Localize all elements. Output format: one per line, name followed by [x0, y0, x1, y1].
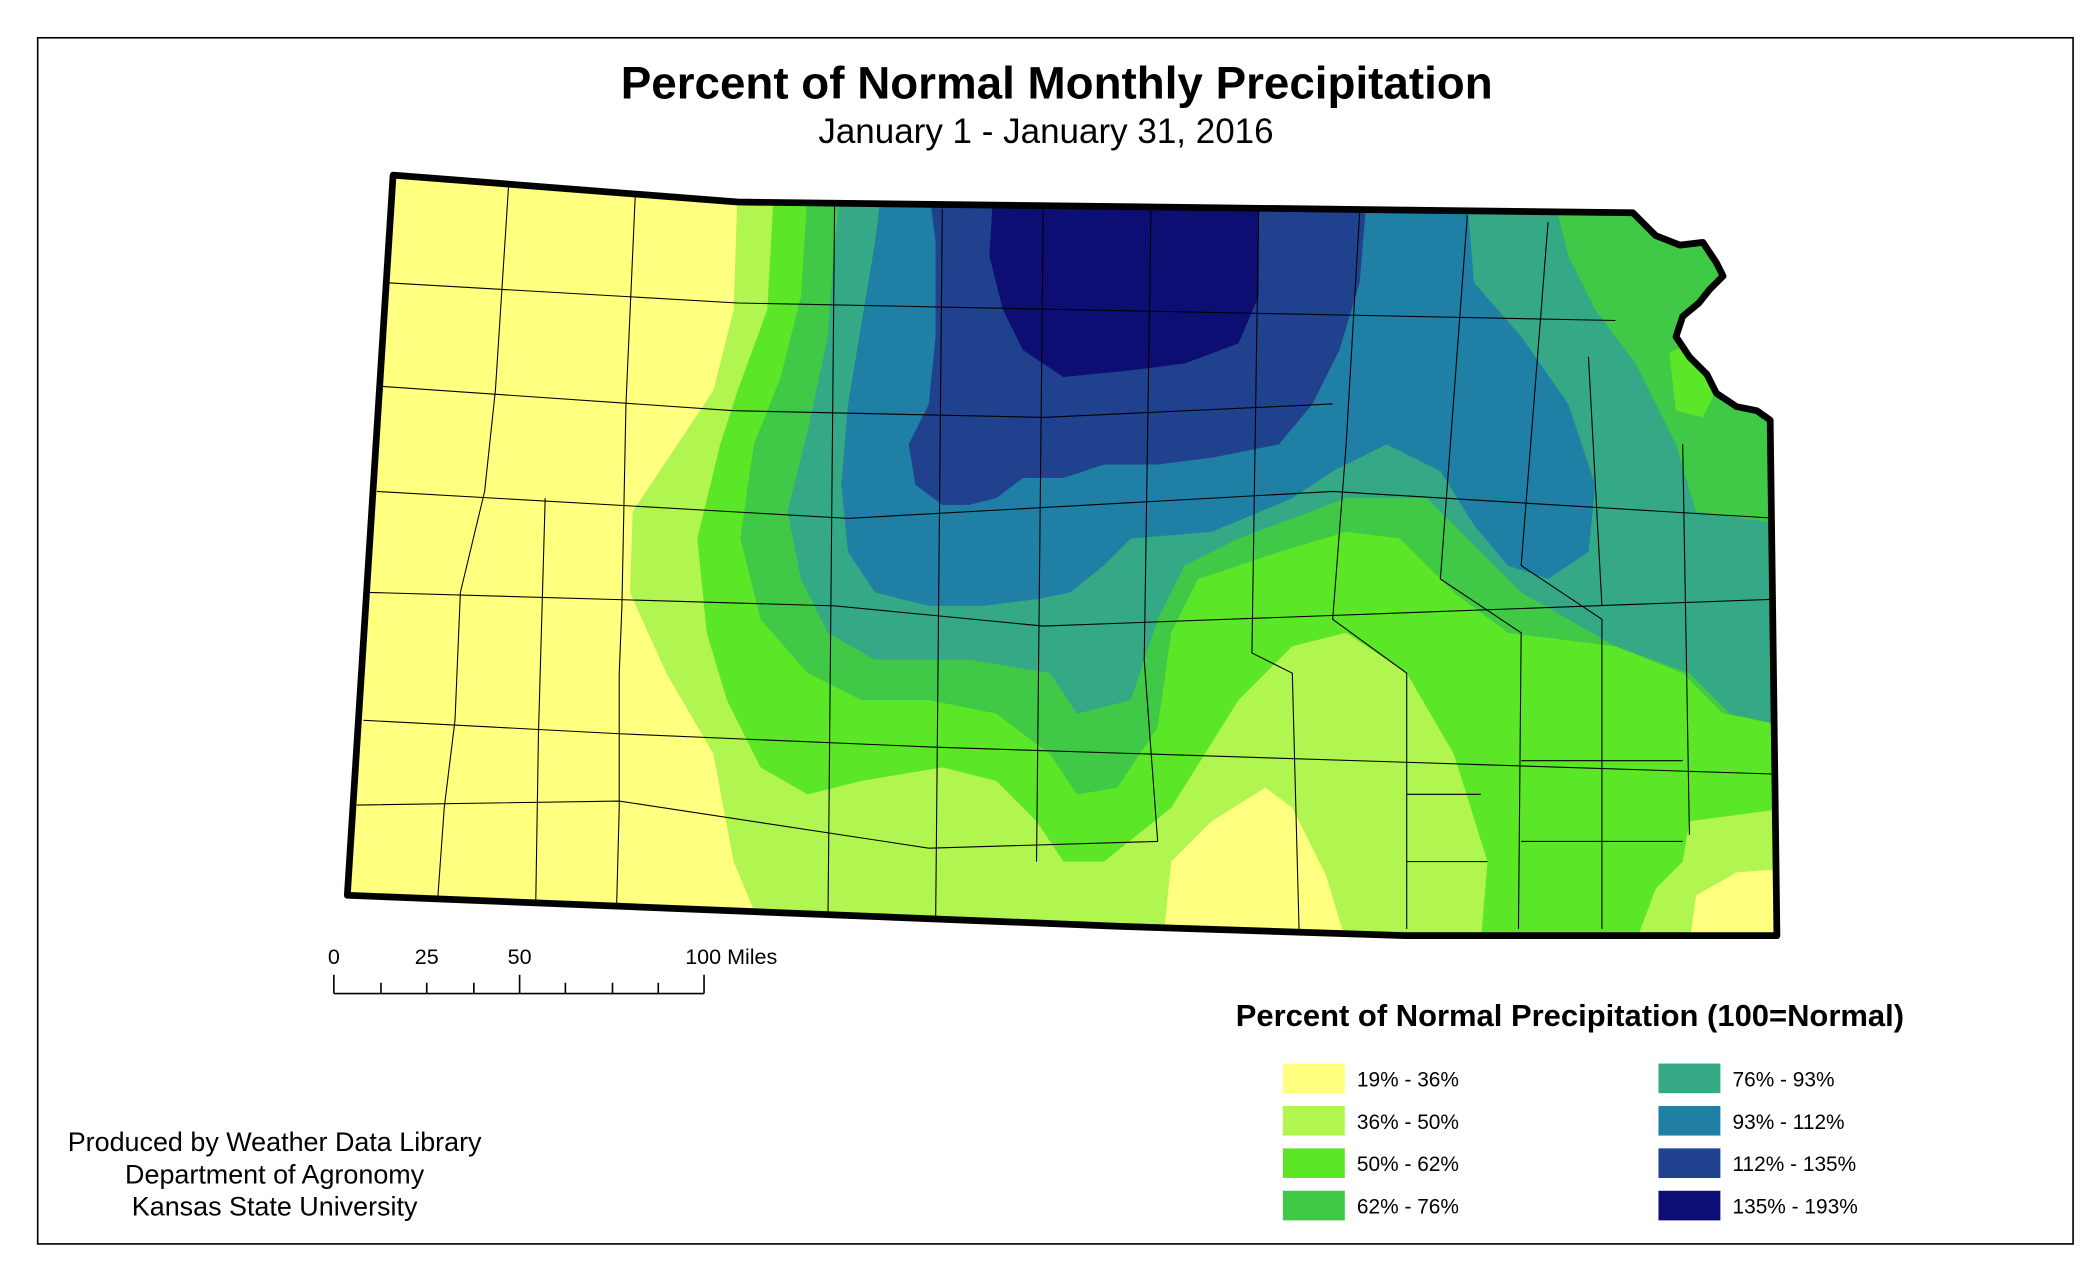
zone-19-36-south-central	[1117, 787, 1347, 936]
county-lines	[356, 181, 1777, 929]
legend-item: 93% - 112%	[1658, 1105, 1845, 1136]
legend-item: 112% - 135%	[1658, 1148, 1856, 1178]
scale-label-25: 25	[415, 945, 439, 969]
legend-swatch	[1282, 1148, 1345, 1178]
legend: Percent of Normal Precipitation (100=Nor…	[1236, 998, 1904, 1221]
legend-item: 76% - 93%	[1658, 1063, 1835, 1094]
scale-label-100-miles: 100 Miles	[685, 945, 777, 969]
legend-item: 36% - 50%	[1282, 1105, 1459, 1136]
zone-19-36-southeast	[1689, 868, 1777, 936]
scale-label-0: 0	[328, 945, 340, 969]
legend-item: 50% - 62%	[1282, 1148, 1459, 1178]
legend-label: 19% - 36%	[1357, 1068, 1459, 1091]
kansas-state-outline	[343, 171, 1781, 940]
legend-title: Percent of Normal Precipitation (100=Nor…	[1236, 998, 1904, 1033]
legend-swatch	[1282, 1063, 1345, 1094]
legend-label: 93% - 112%	[1733, 1111, 1845, 1134]
legend-label: 62% - 76%	[1357, 1196, 1459, 1219]
zone-50-62-northeast	[1669, 343, 1717, 418]
legend-label: 135% - 193%	[1733, 1196, 1858, 1219]
zone-135-193	[989, 188, 1259, 378]
legend-label: 36% - 50%	[1357, 1111, 1459, 1134]
credit-line-3: Kansas State University	[132, 1192, 418, 1222]
legend-swatch	[1658, 1063, 1721, 1094]
legend-label: 76% - 93%	[1733, 1068, 1835, 1091]
scale-bar-ticks	[333, 974, 705, 995]
credit-line-1: Produced by Weather Data Library	[68, 1127, 482, 1157]
credit-line-2: Department of Agronomy	[125, 1159, 425, 1189]
legend-swatch	[1658, 1105, 1721, 1136]
kansas-precip-zones	[347, 175, 1777, 936]
legend-item: 135% - 193%	[1658, 1190, 1858, 1221]
scale-label-50: 50	[508, 945, 532, 969]
legend-item: 62% - 76%	[1282, 1190, 1459, 1221]
credits: Produced by Weather Data Library Departm…	[68, 1127, 482, 1222]
legend-label: 112% - 135%	[1733, 1153, 1857, 1176]
scale-bar: 0 25 50 100 Miles	[328, 945, 777, 995]
legend-item: 19% - 36%	[1282, 1063, 1459, 1094]
legend-swatch	[1282, 1190, 1345, 1221]
map-title: Percent of Normal Monthly Precipitation	[621, 57, 1493, 108]
legend-label: 50% - 62%	[1357, 1153, 1459, 1176]
legend-swatch	[1658, 1190, 1721, 1221]
map-subtitle: January 1 - January 31, 2016	[818, 112, 1273, 151]
legend-swatch	[1658, 1148, 1721, 1178]
legend-swatch	[1282, 1105, 1345, 1136]
